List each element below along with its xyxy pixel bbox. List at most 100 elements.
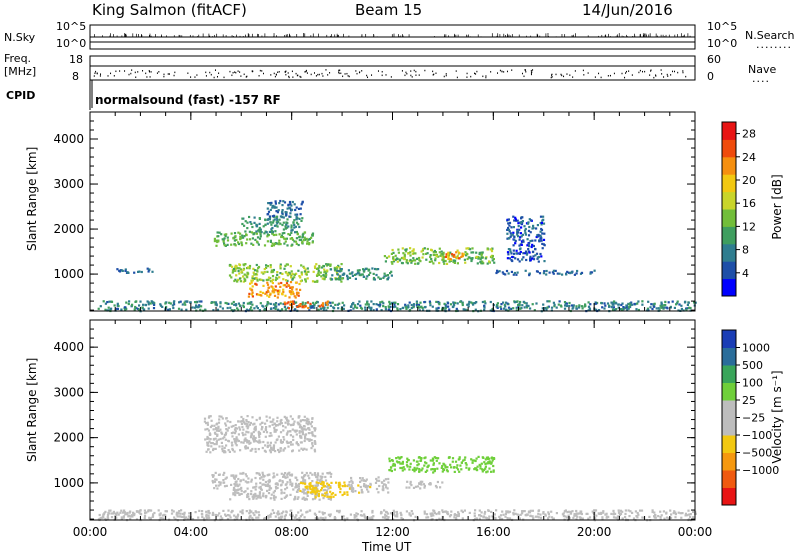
data-cell <box>168 308 171 311</box>
data-cell <box>537 512 540 515</box>
data-cell <box>255 482 258 485</box>
data-cell <box>322 497 325 500</box>
freq-strip-frame <box>89 55 696 81</box>
data-cell <box>410 306 413 310</box>
data-cell <box>537 235 540 238</box>
data-cell <box>614 516 617 519</box>
data-cell <box>604 304 607 307</box>
data-cell <box>276 277 279 280</box>
data-cell <box>315 481 318 484</box>
data-cell <box>287 420 290 423</box>
data-cell <box>401 306 404 310</box>
data-cell <box>501 517 504 521</box>
data-cell <box>329 485 332 488</box>
data-cell <box>400 517 403 520</box>
nave-mark <box>278 71 280 73</box>
nave-mark <box>187 72 189 74</box>
data-cell <box>269 302 272 305</box>
data-cell <box>464 462 467 465</box>
data-cell <box>301 241 304 244</box>
data-cell <box>278 239 281 242</box>
data-cell <box>307 270 310 273</box>
data-cell <box>298 217 301 220</box>
data-cell <box>284 294 287 297</box>
data-cell <box>295 288 298 291</box>
nave-mark <box>470 75 472 78</box>
data-cell <box>236 267 239 270</box>
data-cell <box>416 262 419 265</box>
data-cell <box>575 513 578 516</box>
data-cell <box>247 266 250 269</box>
data-cell <box>324 488 327 492</box>
data-cell <box>147 307 150 310</box>
data-cell <box>304 437 307 440</box>
data-cell <box>227 440 230 443</box>
data-cell <box>293 295 296 298</box>
data-cell <box>314 496 317 499</box>
data-cell <box>589 271 592 274</box>
data-cell <box>258 237 262 240</box>
data-cell <box>412 248 415 251</box>
nave-mark <box>355 70 357 72</box>
data-cell <box>476 469 479 472</box>
data-cell <box>258 416 261 419</box>
data-cell <box>517 303 520 306</box>
data-cell <box>290 293 293 296</box>
nave-mark <box>501 70 503 73</box>
data-cell <box>117 304 120 308</box>
data-cell <box>234 515 237 519</box>
data-cell <box>516 271 519 274</box>
data-cell <box>322 274 325 277</box>
data-cell <box>408 513 411 516</box>
data-cell <box>307 418 310 421</box>
data-cell <box>276 211 279 214</box>
data-cell <box>395 510 398 514</box>
data-cell <box>513 509 516 512</box>
data-cell <box>217 426 220 429</box>
data-cell <box>279 419 282 422</box>
data-cell <box>432 462 435 465</box>
nave-mark <box>288 76 290 79</box>
data-cell <box>252 440 256 443</box>
data-cell <box>295 237 298 240</box>
data-cell <box>422 483 425 486</box>
data-cell <box>334 303 337 306</box>
nave-mark <box>685 75 687 78</box>
data-cell <box>451 457 455 460</box>
data-cell <box>251 303 254 306</box>
data-cell <box>429 255 432 259</box>
data-cell <box>149 518 152 521</box>
data-cell <box>284 308 287 311</box>
data-cell <box>317 493 320 496</box>
data-cell <box>295 433 298 436</box>
data-cell <box>296 233 299 236</box>
data-cell <box>461 254 464 257</box>
data-cell <box>264 496 268 499</box>
data-cell <box>321 517 324 520</box>
data-cell <box>536 515 539 518</box>
data-cell <box>243 224 246 227</box>
data-cell <box>515 309 518 312</box>
data-cell <box>283 305 286 308</box>
data-cell <box>269 444 272 447</box>
data-cell <box>479 465 482 468</box>
data-cell <box>564 510 567 513</box>
data-cell <box>296 479 299 482</box>
data-cell <box>406 306 409 309</box>
data-cell <box>159 303 162 306</box>
data-cell <box>210 419 213 422</box>
data-cell <box>384 513 387 516</box>
data-cell <box>421 256 424 259</box>
data-cell <box>554 269 557 272</box>
data-cell <box>302 305 305 308</box>
nave-mark <box>261 70 263 72</box>
data-cell <box>316 484 319 487</box>
data-cell <box>312 487 315 490</box>
data-cell <box>354 490 357 493</box>
data-cell <box>235 480 238 483</box>
data-cell <box>343 492 346 495</box>
data-cell <box>626 308 629 312</box>
data-cell <box>532 224 535 227</box>
data-cell <box>226 302 229 305</box>
data-cell <box>219 428 222 431</box>
